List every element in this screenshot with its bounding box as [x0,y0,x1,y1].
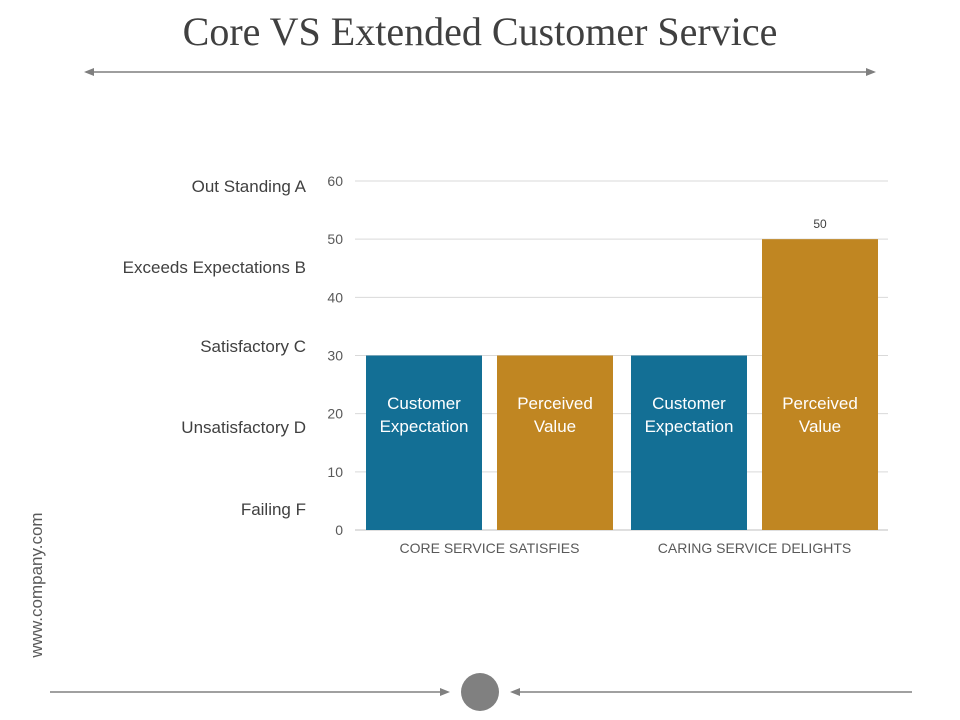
grade-label: Failing F [240,499,306,519]
grade-label: Exceeds Expectations B [122,258,306,278]
bar [762,239,878,530]
grade-label: Out Standing A [191,176,306,196]
grade-label: Unsatisfactory D [181,418,306,438]
y-tick-label: 20 [327,406,343,422]
y-tick-label: 10 [327,464,343,480]
bar [631,355,747,530]
x-category-label: CARING SERVICE DELIGHTS [658,540,851,556]
grade-label: Satisfactory C [200,336,306,356]
bar-label: Value [534,417,576,436]
bar [366,355,482,530]
bar-label: Customer [652,394,726,413]
y-tick-label: 0 [335,522,343,538]
y-tick-label: 40 [327,289,343,305]
y-tick-label: 30 [327,348,343,364]
bar-label: Expectation [380,417,469,436]
bar-label: Value [799,417,841,436]
y-tick-label: 50 [327,231,343,247]
bar-label: Expectation [645,417,734,436]
y-tick-label: 60 [327,173,343,189]
bar-label: Customer [387,394,461,413]
data-label: 50 [813,217,827,231]
bar-label: Perceived [517,394,593,413]
title-divider-arrow [84,68,876,76]
bar-label: Perceived [782,394,858,413]
footer-navigation-deco [50,673,912,711]
x-category-label: CORE SERVICE SATISFIES [400,540,580,556]
bar [497,355,613,530]
page-title: Core VS Extended Customer Service [182,9,778,54]
